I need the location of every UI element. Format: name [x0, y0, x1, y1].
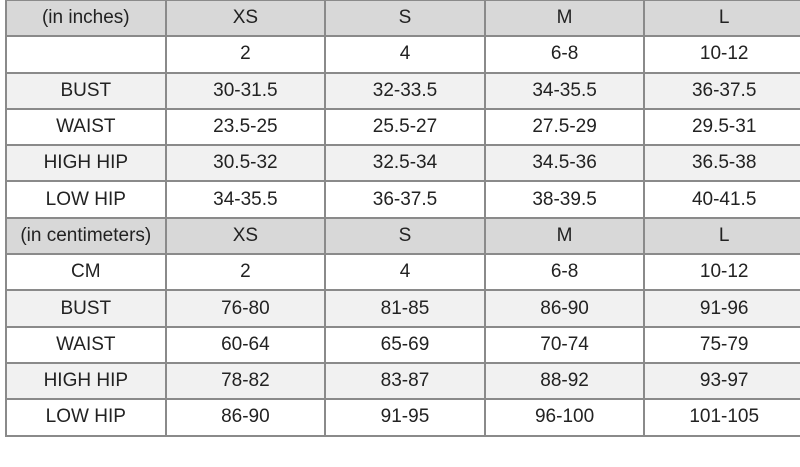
table-row: WAIST 60-64 65-69 70-74 75-79	[5, 325, 800, 364]
measurement-value: 34.5-36	[483, 144, 646, 183]
measurement-value: 29.5-31	[643, 107, 800, 147]
measurement-value: 25.5-27	[324, 107, 486, 147]
measurement-value: 36-37.5	[643, 71, 800, 110]
measurement-value: 10-12	[643, 35, 800, 74]
measurement-value: 93-97	[643, 361, 800, 401]
measurement-value: 4	[324, 35, 486, 74]
size-header: S	[324, 0, 486, 38]
measurement-value: 81-85	[324, 289, 486, 328]
measurement-label: HIGH HIP	[5, 361, 167, 401]
measurement-value: 101-105	[643, 398, 800, 437]
measurement-value: 2	[164, 253, 327, 292]
measurement-value: 32-33.5	[324, 71, 486, 110]
size-header: L	[643, 0, 800, 38]
measurement-value: 32.5-34	[324, 144, 486, 183]
measurement-value: 88-92	[483, 361, 646, 401]
measurement-label: WAIST	[5, 107, 167, 147]
measurement-value: 91-95	[324, 398, 486, 437]
table-header-row: (in centimeters) XS S M L	[5, 216, 800, 256]
table-row: BUST 76-80 81-85 86-90 91-96	[5, 289, 800, 328]
measurement-value: 83-87	[324, 361, 486, 401]
measurement-value: 60-64	[164, 325, 327, 364]
size-header: L	[643, 216, 800, 256]
size-header: M	[483, 216, 646, 256]
measurement-value: 86-90	[483, 289, 646, 328]
measurement-value: 70-74	[483, 325, 646, 364]
measurement-value: 36.5-38	[643, 144, 800, 183]
measurement-value: 30-31.5	[164, 71, 327, 110]
measurement-value: 65-69	[324, 325, 486, 364]
table-row: HIGH HIP 30.5-32 32.5-34 34.5-36 36.5-38	[5, 144, 800, 183]
measurement-value: 6-8	[483, 253, 646, 292]
measurement-value: 27.5-29	[483, 107, 646, 147]
table-row: BUST 30-31.5 32-33.5 34-35.5 36-37.5	[5, 71, 800, 110]
size-header: XS	[164, 216, 327, 256]
table-header-row: (in inches) XS S M L	[5, 0, 800, 38]
measurement-value: 76-80	[164, 289, 327, 328]
measurement-value: 23.5-25	[164, 107, 327, 147]
measurement-value: 2	[164, 35, 327, 74]
table-row: CM 2 4 6-8 10-12	[5, 253, 800, 292]
measurement-label: LOW HIP	[5, 180, 167, 219]
table-row: HIGH HIP 78-82 83-87 88-92 93-97	[5, 361, 800, 401]
measurement-value: 4	[324, 253, 486, 292]
measurement-value: 75-79	[643, 325, 800, 364]
measurement-label	[5, 35, 167, 74]
measurement-label: CM	[5, 253, 167, 292]
table-row: WAIST 23.5-25 25.5-27 27.5-29 29.5-31	[5, 107, 800, 147]
table-row: 2 4 6-8 10-12	[5, 35, 800, 74]
measurement-value: 30.5-32	[164, 144, 327, 183]
measurement-value: 86-90	[164, 398, 327, 437]
measurement-value: 96-100	[483, 398, 646, 437]
size-header: M	[483, 0, 646, 38]
unit-label: (in centimeters)	[5, 216, 167, 256]
unit-label: (in inches)	[5, 0, 167, 38]
measurement-value: 36-37.5	[324, 180, 486, 219]
table-row: LOW HIP 86-90 91-95 96-100 101-105	[5, 398, 800, 437]
measurement-label: LOW HIP	[5, 398, 167, 437]
measurement-value: 6-8	[483, 35, 646, 74]
measurement-value: 34-35.5	[483, 71, 646, 110]
size-header: S	[324, 216, 486, 256]
measurement-label: BUST	[5, 289, 167, 328]
measurement-value: 78-82	[164, 361, 327, 401]
measurement-label: BUST	[5, 71, 167, 110]
measurement-value: 34-35.5	[164, 180, 327, 219]
measurement-value: 91-96	[643, 289, 800, 328]
measurement-label: HIGH HIP	[5, 144, 167, 183]
table-row: LOW HIP 34-35.5 36-37.5 38-39.5 40-41.5	[5, 180, 800, 219]
measurement-value: 38-39.5	[483, 180, 646, 219]
measurement-value: 10-12	[643, 253, 800, 292]
size-chart-table: (in inches) XS S M L 2 4 6-8 10-12 BUST 30-31.5 32-…	[5, 0, 800, 437]
size-header: XS	[164, 0, 327, 38]
measurement-value: 40-41.5	[643, 180, 800, 219]
measurement-label: WAIST	[5, 325, 167, 364]
